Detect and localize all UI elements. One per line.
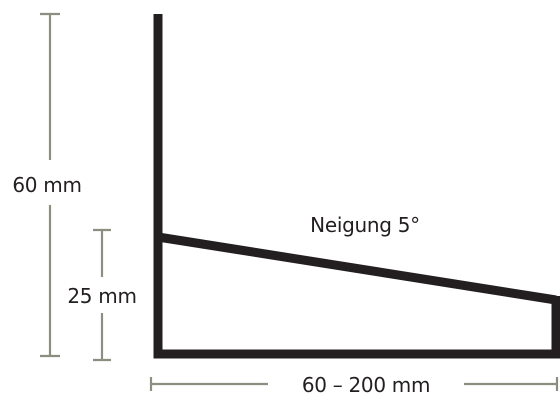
dimension-60mm-label: 60 mm	[12, 173, 81, 197]
profile-shape	[153, 14, 560, 359]
profile-sloped-top	[157, 232, 557, 305]
dimension-25mm-label: 25 mm	[67, 284, 136, 308]
profile-back-wall-and-base	[153, 14, 560, 359]
slope-label: Neigung 5°	[310, 213, 420, 237]
dimension-width-label: 60 – 200 mm	[302, 373, 430, 397]
dimension-60mm: 60 mm	[12, 12, 82, 358]
dimension-25mm: 25 mm	[67, 228, 137, 362]
dimension-width: 60 – 200 mm	[149, 373, 559, 397]
